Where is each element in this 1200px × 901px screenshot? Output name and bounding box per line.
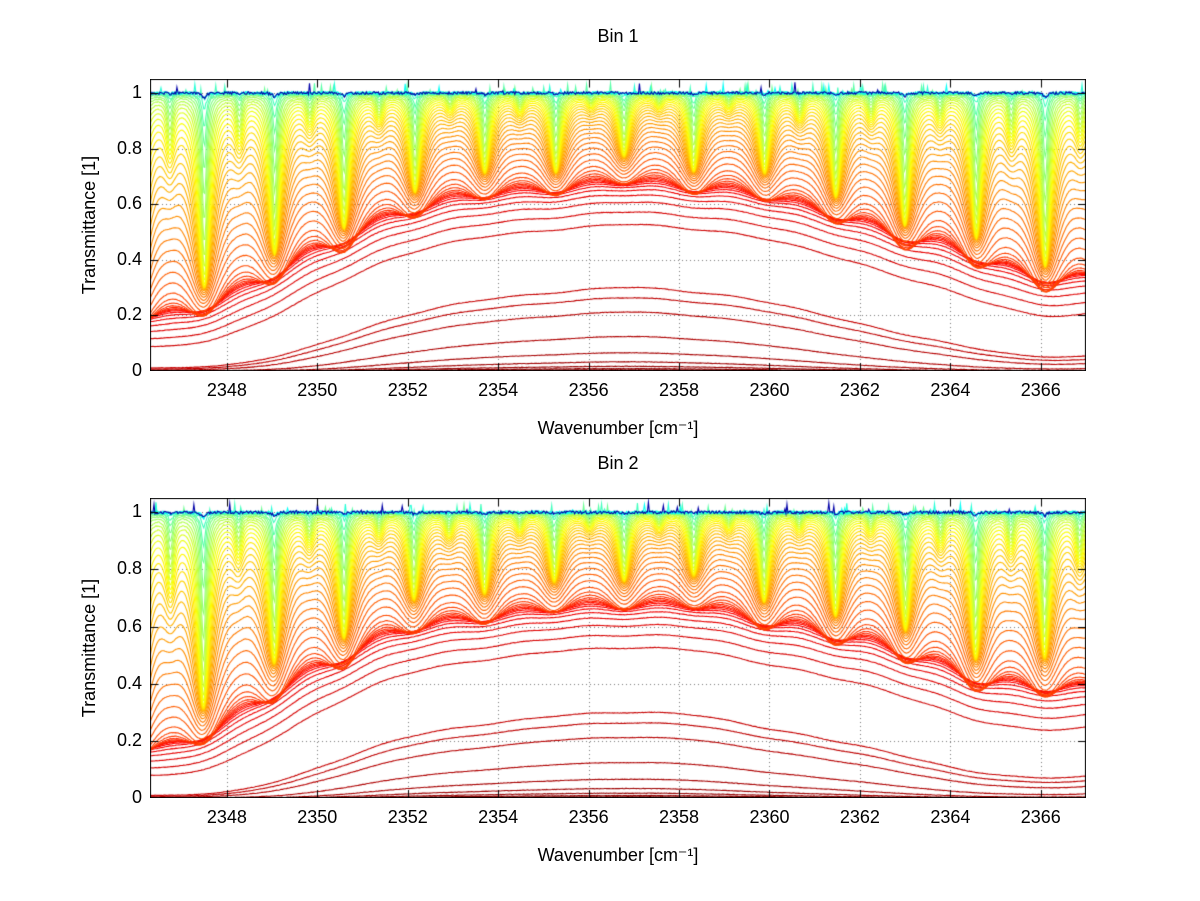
x-tick-label: 2348 (206, 380, 247, 400)
subplot-title-bin2: Bin 2 (597, 453, 639, 473)
x-tick-label: 2366 (1020, 380, 1061, 400)
x-tick-label: 2350 (297, 807, 338, 827)
x-tick-label: 2350 (297, 380, 338, 400)
x-tick-label: 2362 (839, 380, 880, 400)
x-tick-label: 2356 (568, 807, 609, 827)
x-axis-label-bin1: Wavenumber [cm⁻¹] (537, 418, 699, 438)
y-axis-label-bin2: Transmittance [1] (79, 578, 99, 718)
x-tick-label: 2354 (478, 380, 519, 400)
x-axis-label-bin2: Wavenumber [cm⁻¹] (537, 845, 699, 865)
x-tick-label: 2352 (387, 807, 428, 827)
y-axis-label-bin1: Transmittance [1] (79, 155, 99, 295)
x-tick-label: 2360 (749, 807, 790, 827)
x-tick-label: 2348 (206, 807, 247, 827)
x-tick-label: 2360 (749, 380, 790, 400)
x-tick-label: 2356 (568, 380, 609, 400)
x-tick-label: 2364 (930, 380, 971, 400)
x-tick-label: 2362 (839, 807, 880, 827)
x-tick-label: 2358 (659, 807, 700, 827)
subplot-title-bin1: Bin 1 (597, 26, 639, 46)
x-tick-label: 2358 (659, 380, 700, 400)
x-tick-label: 2352 (387, 380, 428, 400)
plot-area-bin1 (150, 79, 1086, 371)
x-tick-label: 2366 (1020, 807, 1061, 827)
x-tick-label: 2354 (478, 807, 519, 827)
x-tick-label: 2364 (930, 807, 971, 827)
plot-area-bin2 (150, 498, 1086, 798)
